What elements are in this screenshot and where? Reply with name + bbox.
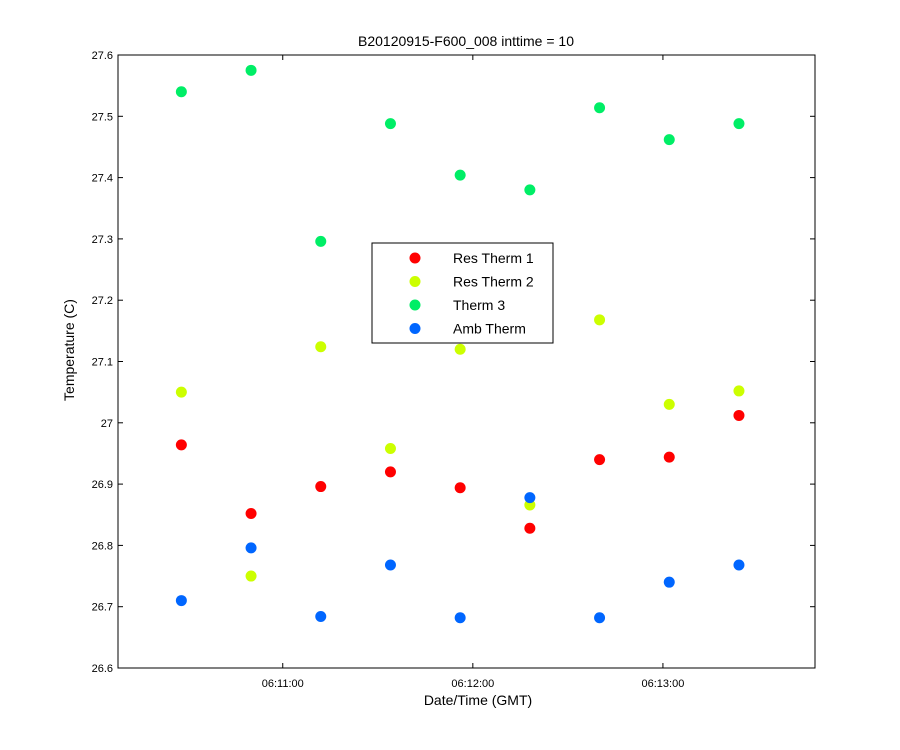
data-point	[384, 466, 396, 478]
data-point	[733, 409, 745, 421]
legend: Res Therm 1 Res Therm 2 Therm 3 Amb Therm	[371, 242, 554, 344]
x-tick-label: 06:12:00	[451, 678, 494, 690]
legend-label: Res Therm 2	[453, 274, 534, 290]
data-point	[454, 482, 466, 494]
data-point	[315, 235, 327, 247]
legend-marker	[409, 299, 421, 311]
data-point	[175, 386, 187, 398]
y-tick-label: 26.9	[92, 479, 113, 491]
data-point	[733, 559, 745, 571]
plot-frame	[117, 54, 816, 669]
plot-area	[118, 55, 815, 668]
x-axis-title: Date/Time (GMT)	[424, 692, 532, 708]
legend-marker	[409, 276, 421, 287]
y-tick-label: 27.3	[92, 234, 113, 246]
data-point	[594, 612, 606, 624]
y-tick-label: 26.6	[92, 663, 113, 675]
y-tick-label: 27	[101, 418, 113, 430]
y-tick-label: 26.8	[92, 540, 113, 552]
data-point	[315, 611, 327, 623]
axis-ticks: 26.6 26.7 26.8 26.9 27 27.1 27.2 27.3 27.4 27.5 27…	[92, 50, 815, 690]
x-tick-label: 06:13:00	[642, 678, 685, 690]
data-point	[733, 118, 745, 130]
data-point	[315, 341, 327, 353]
y-tick-label: 27.1	[92, 357, 113, 369]
x-tick-label: 06:11:00	[262, 678, 304, 690]
data-point	[663, 576, 675, 588]
y-tick-label: 26.7	[92, 602, 113, 614]
data-point	[175, 595, 187, 607]
data-point	[315, 481, 327, 493]
y-tick-label: 27.2	[92, 295, 113, 307]
legend-label: Res Therm 1	[453, 250, 534, 266]
y-tick-label: 27.6	[92, 50, 113, 62]
legend-box	[371, 242, 554, 344]
legend-marker	[409, 252, 421, 264]
data-point	[384, 443, 396, 455]
legend-label: Therm 3	[453, 297, 505, 313]
data-point	[454, 169, 466, 181]
y-axis-title: Temperature (C)	[61, 299, 77, 401]
data-point	[594, 454, 606, 466]
data-point	[663, 134, 675, 146]
data-point	[175, 86, 187, 98]
data-point	[524, 184, 536, 196]
data-point	[245, 508, 257, 520]
legend-marker	[409, 323, 421, 334]
y-tick-label: 27.4	[92, 173, 113, 185]
data-point	[245, 570, 257, 582]
data-point	[594, 102, 606, 114]
data-point	[524, 522, 536, 534]
data-point	[245, 542, 257, 554]
data-point	[384, 118, 396, 130]
data-points	[175, 64, 745, 624]
data-point	[524, 492, 536, 504]
data-point	[454, 612, 466, 624]
legend-label: Amb Therm	[453, 321, 526, 337]
chart-title: B20120915-F600_008 inttime = 10	[358, 33, 574, 49]
data-point	[663, 451, 675, 463]
data-point	[245, 64, 257, 76]
data-point	[733, 385, 745, 397]
data-point	[663, 398, 675, 410]
data-point	[384, 559, 396, 571]
data-point	[175, 439, 187, 451]
y-tick-label: 27.5	[92, 111, 113, 123]
data-point	[454, 343, 466, 355]
data-point	[594, 314, 606, 326]
